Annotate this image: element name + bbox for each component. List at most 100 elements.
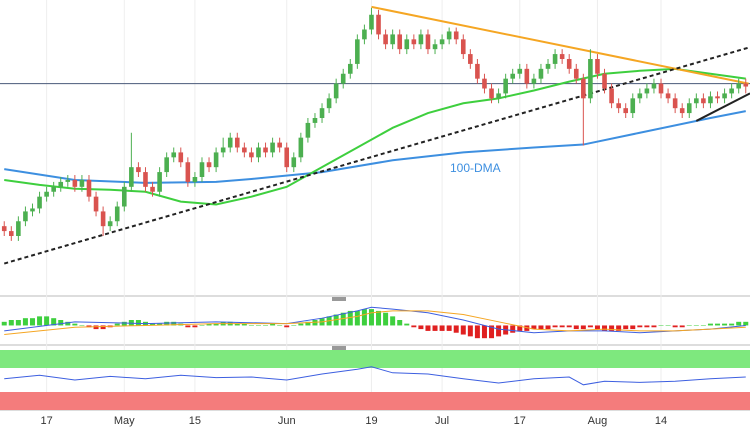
candle-body	[588, 59, 593, 99]
macd-bar	[715, 323, 721, 326]
macd-bar	[121, 321, 127, 326]
candle-body	[326, 98, 332, 109]
macd-bar	[736, 321, 742, 326]
candle-body	[623, 108, 629, 114]
macd-bar	[192, 325, 198, 328]
candle-body	[432, 44, 438, 50]
candle-body	[694, 98, 699, 104]
candle-body	[482, 78, 487, 89]
macd-bar	[418, 325, 424, 330]
candle-body	[701, 98, 706, 104]
candle-body	[573, 68, 579, 79]
candle-body	[524, 68, 530, 84]
candle-body	[185, 162, 191, 182]
candle-body	[630, 98, 636, 114]
candle-body	[171, 152, 177, 158]
candle-body	[319, 108, 325, 118]
macd-bar	[361, 309, 367, 326]
candle-body	[362, 29, 367, 40]
candle-body	[418, 34, 424, 45]
candle-body	[609, 88, 614, 104]
macd-bar	[425, 325, 431, 331]
candle-body	[538, 68, 544, 79]
candle-body	[616, 103, 621, 109]
macd-bar	[665, 325, 671, 326]
macd-bar	[729, 323, 735, 326]
macd-bar	[248, 325, 254, 326]
candle-body	[192, 177, 198, 182]
candle-body	[644, 88, 650, 94]
macd-bar	[383, 312, 389, 326]
macd-bar	[623, 325, 629, 330]
macd-bar	[651, 325, 657, 328]
candle-body	[23, 211, 28, 222]
candle-body	[263, 147, 268, 153]
candle-body	[503, 78, 508, 94]
candle-body	[157, 172, 162, 192]
candle-body	[439, 39, 445, 45]
macd-line	[4, 310, 746, 336]
macd-bar	[453, 325, 459, 333]
macd-bar	[93, 325, 99, 330]
rsi-line	[4, 366, 746, 386]
candle-body	[510, 73, 516, 79]
macd-bar	[672, 325, 678, 328]
candle-body	[30, 208, 35, 212]
macd-bar	[206, 323, 212, 326]
candle-body	[51, 186, 56, 192]
macd-bar	[545, 325, 551, 330]
candle-body	[446, 31, 452, 40]
candle-body	[143, 172, 148, 187]
macd-bar	[65, 321, 71, 326]
candle-body	[708, 96, 713, 104]
macd-bar	[376, 310, 382, 326]
x-tick-label: 15	[189, 415, 201, 427]
x-tick-label: 19	[365, 415, 377, 427]
panel-handle[interactable]	[332, 297, 346, 301]
macd-bar	[270, 323, 276, 326]
candle-body	[114, 206, 120, 222]
candle-body	[284, 147, 290, 168]
candle-body	[333, 83, 339, 99]
candle-body	[347, 63, 353, 74]
x-tick-label: 14	[655, 415, 667, 427]
candle-body	[37, 196, 42, 209]
macd-bar	[263, 325, 269, 326]
macd-bar	[368, 309, 374, 326]
macd-bar	[51, 318, 57, 326]
macd-bar	[312, 320, 318, 326]
candle-body	[489, 88, 494, 99]
macd-bar	[213, 323, 219, 326]
candle-body	[121, 186, 127, 207]
candle-body	[100, 211, 106, 227]
macd-bar	[510, 325, 516, 333]
candle-body	[679, 108, 685, 114]
macd-bar	[644, 325, 650, 328]
macd-bar	[559, 325, 565, 328]
trend-line	[3, 46, 750, 265]
candle-body	[517, 68, 523, 74]
macd-bar	[679, 325, 685, 328]
macd-bar	[700, 325, 706, 326]
candle-body	[729, 88, 734, 94]
macd-bar	[658, 325, 664, 326]
candle-body	[256, 147, 261, 158]
panel-handle[interactable]	[332, 346, 346, 350]
macd-bar	[467, 325, 473, 337]
candle-body	[242, 147, 247, 153]
macd-bar	[29, 318, 35, 326]
candle-body	[65, 179, 71, 182]
candle-body	[383, 34, 388, 45]
rsi-upper-band	[0, 350, 750, 368]
macd-bar	[199, 325, 205, 326]
macd-bar	[241, 323, 247, 326]
macd-bar	[234, 323, 240, 326]
macd-bar	[411, 325, 417, 328]
macd-bar	[460, 325, 466, 335]
macd-bar	[44, 316, 50, 326]
macd-bar	[580, 325, 586, 330]
candle-body	[1, 226, 7, 232]
macd-bar	[86, 325, 92, 328]
x-tick-label: 17	[40, 415, 52, 427]
candle-body	[602, 73, 607, 89]
